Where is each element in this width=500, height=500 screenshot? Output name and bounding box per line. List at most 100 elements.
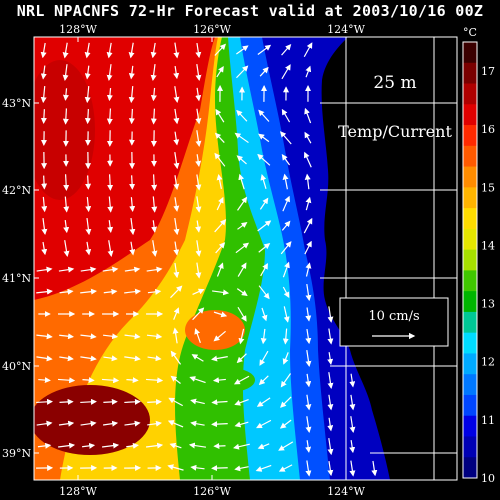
current-vector bbox=[151, 196, 158, 213]
current-vector bbox=[235, 242, 250, 254]
current-vector bbox=[236, 353, 247, 364]
current-vector bbox=[102, 266, 119, 273]
current-vector bbox=[147, 355, 162, 362]
current-vector bbox=[41, 175, 48, 190]
current-vector bbox=[84, 65, 91, 80]
colorbar-swatch bbox=[463, 145, 477, 168]
current-vector bbox=[150, 108, 157, 125]
current-vector bbox=[173, 131, 180, 146]
colorbar-swatch bbox=[463, 415, 477, 437]
current-vector bbox=[260, 262, 268, 277]
current-vector bbox=[150, 42, 157, 59]
colorbar-swatch bbox=[463, 62, 477, 85]
current-vector bbox=[129, 218, 136, 236]
current-vector bbox=[234, 398, 249, 406]
current-vector bbox=[82, 442, 96, 449]
current-vector bbox=[257, 443, 270, 450]
current-vector bbox=[305, 373, 312, 388]
current-vector bbox=[261, 307, 268, 322]
current-vector bbox=[40, 109, 47, 124]
current-vector bbox=[173, 65, 180, 80]
current-vector bbox=[167, 464, 184, 471]
current-vector bbox=[258, 375, 269, 386]
current-vector bbox=[257, 220, 272, 232]
current-vector bbox=[305, 196, 312, 211]
colorbar-swatch bbox=[463, 249, 477, 271]
current-vector bbox=[278, 441, 294, 451]
current-vector bbox=[216, 196, 224, 211]
current-vector bbox=[283, 306, 290, 323]
current-vector bbox=[282, 173, 289, 190]
current-vector bbox=[128, 42, 135, 59]
current-vector bbox=[173, 307, 180, 320]
current-vector bbox=[59, 333, 74, 340]
current-vector bbox=[194, 328, 201, 344]
current-vector bbox=[233, 375, 250, 385]
current-vector bbox=[280, 373, 292, 388]
current-vector bbox=[41, 241, 48, 256]
current-vector bbox=[214, 152, 226, 167]
current-vector bbox=[279, 419, 292, 429]
current-vector bbox=[106, 64, 113, 82]
current-vector bbox=[151, 220, 158, 233]
current-vector bbox=[58, 420, 75, 427]
colorbar-swatch bbox=[463, 166, 477, 188]
lat-lon-grid bbox=[320, 37, 457, 480]
colorbar-frame bbox=[462, 41, 478, 479]
current-vector bbox=[57, 377, 76, 384]
current-vector bbox=[236, 288, 248, 297]
current-vector bbox=[278, 464, 293, 472]
current-vector bbox=[62, 42, 69, 59]
lon-top-label: 126°W bbox=[193, 23, 231, 36]
current-vector bbox=[173, 86, 180, 104]
field-label: Temp/Current bbox=[338, 122, 452, 141]
current-vector bbox=[36, 333, 53, 340]
current-vector bbox=[195, 196, 202, 213]
current-vector bbox=[216, 173, 223, 189]
current-vector bbox=[195, 64, 202, 82]
current-vector bbox=[327, 394, 334, 411]
lon-bottom-label: 128°W bbox=[59, 485, 97, 498]
current-vector bbox=[236, 65, 249, 79]
current-vector bbox=[305, 394, 312, 411]
current-vector bbox=[305, 284, 312, 302]
current-vector bbox=[211, 421, 228, 428]
colorbar-swatch bbox=[463, 125, 477, 147]
current-vector bbox=[129, 175, 136, 190]
current-vector bbox=[128, 65, 135, 80]
lat-label: 41°N bbox=[2, 272, 31, 285]
current-vector bbox=[256, 397, 271, 407]
current-vector bbox=[80, 355, 97, 362]
colorbar-swatch bbox=[463, 374, 477, 396]
current-vector bbox=[41, 218, 48, 236]
current-vector bbox=[124, 398, 141, 405]
current-vector bbox=[195, 130, 202, 147]
current-vector bbox=[305, 65, 312, 78]
current-vector bbox=[145, 442, 164, 449]
current-vector bbox=[305, 262, 312, 277]
lat-label: 39°N bbox=[2, 447, 31, 460]
current-vector bbox=[36, 355, 53, 362]
current-vector bbox=[195, 240, 202, 257]
current-vector bbox=[170, 350, 182, 365]
current-vector bbox=[170, 285, 183, 299]
current-vector bbox=[36, 398, 54, 405]
axis-ticks bbox=[34, 37, 347, 480]
current-vector bbox=[237, 262, 247, 277]
current-vector bbox=[63, 240, 70, 257]
current-vector bbox=[85, 218, 92, 236]
current-vector bbox=[36, 266, 53, 273]
current-vector bbox=[213, 330, 226, 342]
current-vector bbox=[303, 217, 313, 234]
current-vector bbox=[150, 87, 157, 102]
current-vector bbox=[195, 220, 202, 233]
current-vector bbox=[192, 307, 205, 321]
current-vector bbox=[173, 197, 180, 212]
current-vector bbox=[211, 465, 228, 472]
current-vector bbox=[124, 266, 141, 273]
current-vector bbox=[349, 460, 356, 477]
current-vector bbox=[214, 43, 226, 56]
current-vector bbox=[259, 197, 269, 210]
colorbar-swatch bbox=[463, 228, 477, 251]
